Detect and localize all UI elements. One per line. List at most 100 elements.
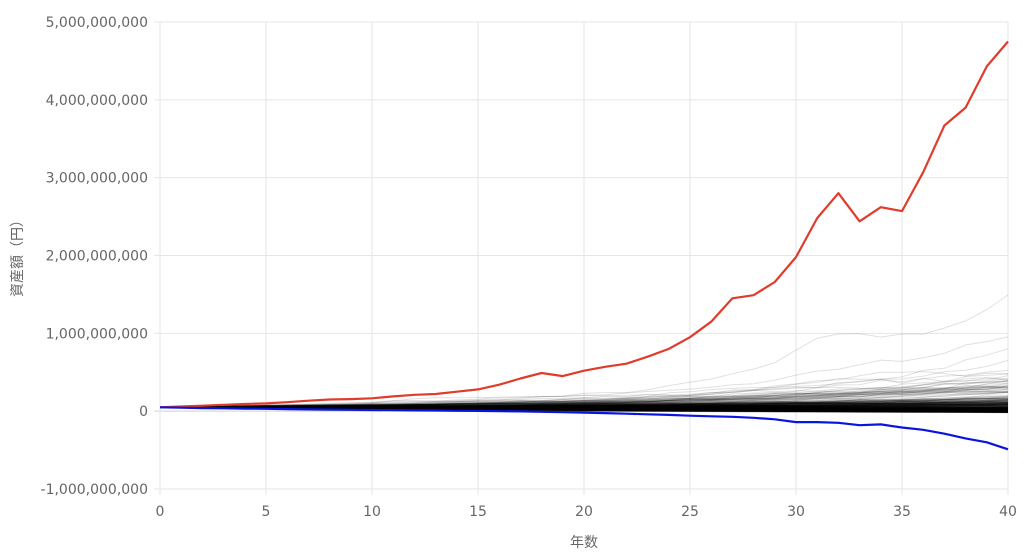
simulation-path (159, 405, 1009, 410)
simulation-path (159, 406, 1009, 412)
simulation-path (159, 404, 1009, 409)
simulation-path (159, 406, 1009, 410)
simulation-path (159, 384, 1009, 408)
simulation-path (160, 401, 1008, 408)
simulation-path (159, 406, 1009, 409)
simulation-path (160, 406, 1008, 410)
simulation-path (159, 402, 1009, 408)
simulation-path (159, 405, 1009, 409)
simulation-path (159, 390, 1009, 408)
simulation-path (159, 406, 1009, 411)
simulation-path (159, 406, 1009, 413)
simulation-path (159, 406, 1009, 411)
simulation-path (159, 403, 1009, 408)
simulation-path (160, 406, 1008, 412)
simulation-path (160, 400, 1009, 408)
simulation-path (159, 400, 1009, 408)
simulation-path (159, 405, 1009, 409)
simulation-path (159, 402, 1009, 409)
simulation-path (159, 382, 1009, 408)
simulation-path (160, 404, 1009, 409)
simulation-path (159, 397, 1009, 408)
simulation-path (159, 406, 1009, 413)
simulation-path (159, 404, 1009, 409)
simulation-path (159, 406, 1009, 412)
simulation-path (160, 405, 1009, 410)
simulation-path (159, 406, 1009, 409)
simulation-path (159, 402, 1009, 408)
simulation-path (159, 406, 1009, 411)
simulation-path (159, 406, 1009, 411)
simulation-path (159, 369, 1009, 408)
simulation-path (160, 406, 1009, 413)
simulation-path (159, 402, 1009, 409)
simulation-path (159, 348, 1009, 408)
simulation-path (159, 406, 1009, 409)
simulation-path (159, 380, 1009, 408)
simulation-path (159, 406, 1008, 412)
simulation-path (160, 400, 1009, 408)
simulation-path (159, 405, 1009, 412)
y-tick-label: 2,000,000,000 (46, 249, 148, 265)
x-tick-label: 5 (262, 504, 271, 520)
simulation-path (159, 406, 1009, 411)
simulation-path (159, 405, 1009, 409)
simulation-path (159, 396, 1009, 408)
simulation-path (160, 406, 1009, 412)
simulation-path (159, 406, 1009, 412)
simulation-path (160, 402, 1009, 409)
simulation-path (160, 406, 1009, 411)
simulation-path (159, 406, 1009, 409)
simulation-path (159, 402, 1009, 408)
simulation-path (159, 406, 1009, 409)
simulation-path (159, 401, 1009, 409)
simulation-path (159, 399, 1009, 408)
simulation-path (160, 400, 1009, 408)
simulation-path (160, 406, 1008, 413)
simulation-path (160, 406, 1009, 412)
simulation-path (159, 401, 1009, 409)
simulation-path (159, 405, 1009, 409)
simulation-path (159, 406, 1008, 413)
y-tick-label: 1,000,000,000 (46, 326, 148, 342)
simulation-path (159, 406, 1009, 410)
simulation-path (159, 391, 1009, 408)
simulation-path (159, 398, 1009, 409)
simulation-path (159, 401, 1009, 408)
simulation-path (159, 398, 1009, 409)
simulation-path (159, 406, 1009, 413)
simulation-path (159, 398, 1009, 408)
simulation-path (159, 371, 1009, 408)
y-axis-title: 資産額（円） (10, 213, 26, 297)
simulation-path (159, 403, 1009, 408)
simulation-path (159, 404, 1009, 409)
simulation-path (159, 406, 1009, 410)
simulation-path (159, 406, 1009, 410)
simulation-path (159, 404, 1009, 409)
simulation-path (159, 391, 1009, 408)
simulation-path (159, 406, 1009, 410)
simulation-path (160, 405, 1009, 409)
simulation-path (159, 402, 1009, 408)
simulation-path (159, 294, 1009, 408)
simulation-path (159, 375, 1009, 408)
simulation-path (159, 394, 1009, 408)
simulation-path (159, 380, 1009, 408)
simulation-path (159, 406, 1009, 409)
simulation-path (159, 378, 1009, 408)
simulation-path (159, 406, 1009, 412)
simulation-path (159, 401, 1009, 409)
simulation-path (159, 406, 1009, 409)
simulation-path (159, 405, 1009, 408)
grid-lines (154, 21, 1009, 495)
simulation-path (160, 390, 1009, 408)
simulation-path (159, 406, 1008, 412)
simulation-path (159, 398, 1009, 409)
simulation-path (160, 400, 1009, 408)
simulation-path (159, 386, 1009, 409)
y-tick-label: -1,000,000,000 (41, 482, 148, 498)
simulation-path (159, 384, 1009, 408)
simulation-path (159, 406, 1009, 412)
simulation-path (159, 406, 1009, 409)
simulation-path (159, 400, 1009, 408)
